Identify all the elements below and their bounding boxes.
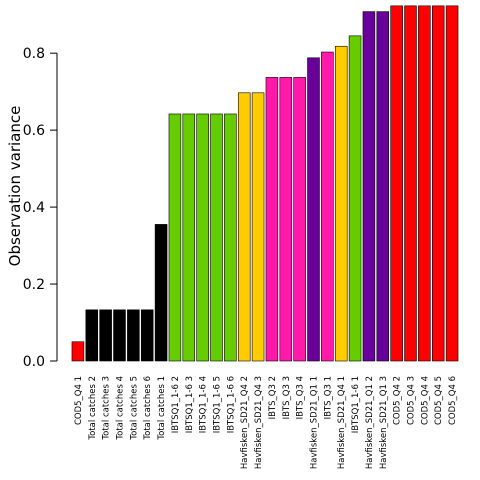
- x-tick-label: COD5_Q4 5: [434, 376, 444, 425]
- x-tick-label: Total catches 2: [88, 376, 98, 441]
- bar: [445, 5, 459, 362]
- bar: [196, 113, 209, 362]
- bar: [279, 77, 293, 362]
- x-tick-label: Havfisken_SD21_Q4 1: [337, 376, 347, 469]
- bar: [376, 11, 390, 362]
- bar: [251, 92, 265, 362]
- bar: [168, 113, 182, 362]
- bar: [348, 35, 362, 362]
- bar: [140, 309, 154, 362]
- bar: [265, 77, 279, 362]
- bar: [237, 92, 251, 362]
- y-tick-label: 0.8: [23, 46, 45, 62]
- x-tick-label: IBTSQ1_1-6 1: [351, 376, 361, 433]
- x-tick-label: IBTSQ1_1-6 6: [226, 376, 236, 433]
- x-tick-label: COD5_Q4 6: [448, 376, 458, 425]
- bar: [334, 45, 348, 362]
- x-tick-label: Havfisken_SD21_Q4 2: [240, 376, 250, 469]
- y-axis: 0.0 0.2 0.4 0.6 0.8: [23, 46, 58, 370]
- bar: [99, 309, 112, 362]
- x-tick-label: IBTSQ1_1-6 2: [171, 376, 181, 433]
- bar: [71, 341, 85, 362]
- bar: [210, 113, 223, 362]
- y-tick-label: 0.2: [23, 277, 45, 293]
- x-tick-label: IBTSQ1_1-6 4: [199, 376, 209, 433]
- y-axis-title: Observation variance: [6, 106, 24, 267]
- bar: [307, 57, 320, 362]
- x-tick-label: Total catches 4: [116, 376, 126, 441]
- bar: [182, 113, 196, 362]
- x-tick-label: Total catches 6: [143, 376, 153, 441]
- bar: [418, 5, 431, 362]
- x-tick-label: COD5_Q4 2: [393, 376, 403, 425]
- bar: [85, 309, 99, 362]
- bar: [404, 5, 417, 362]
- x-tick-label: Havfisken_SD21_Q1 2: [365, 376, 375, 469]
- bar: [224, 113, 237, 362]
- x-tick-label: COD5_Q4 4: [420, 376, 430, 425]
- x-tick-label: Havfisken_SD21_Q1 3: [379, 376, 389, 469]
- x-tick-label: IBTSQ1_1-6 5: [213, 376, 223, 433]
- x-tick-label: Total catches 3: [102, 376, 112, 441]
- bar: [293, 77, 306, 362]
- y-tick-label: 0.4: [23, 200, 45, 216]
- x-tick-label: IBTS_Q3 2: [268, 376, 278, 419]
- bars: [71, 5, 459, 362]
- x-tick-label: IBTS_Q3 3: [282, 376, 292, 419]
- x-tick-label: Havfisken_SD21_Q1 1: [310, 376, 320, 469]
- x-tick-label: COD5_Q4 1: [74, 376, 84, 425]
- bar: [154, 224, 168, 362]
- y-tick-label: 0.6: [23, 123, 45, 139]
- bar: [127, 309, 140, 362]
- bar: [431, 5, 445, 362]
- bar: [113, 309, 126, 362]
- bar: [321, 51, 334, 362]
- bar: [390, 5, 403, 362]
- x-tick-label: Total catches 1: [157, 376, 167, 441]
- x-tick-labels: COD5_Q4 1 Total catches 2 Total catches 3 T…: [74, 376, 458, 469]
- x-tick-label: IBTSQ1_1-6 3: [185, 376, 195, 433]
- x-tick-label: IBTS_Q3 4: [296, 376, 306, 419]
- y-tick-label: 0.0: [23, 354, 45, 370]
- x-tick-label: Total catches 5: [129, 376, 139, 441]
- x-tick-label: IBTS_Q3 1: [323, 376, 333, 419]
- bar: [362, 11, 376, 362]
- x-tick-label: Havfisken_SD21_Q4 3: [254, 376, 264, 469]
- x-tick-label: COD5_Q4 3: [407, 376, 417, 425]
